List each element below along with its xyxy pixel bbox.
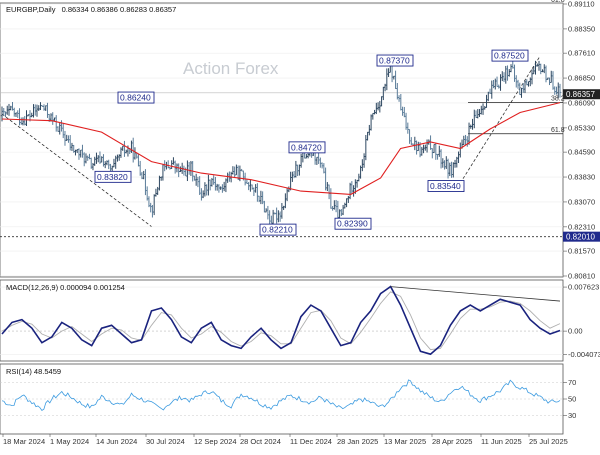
price-y-tick-label: 0.86850 — [568, 74, 595, 83]
macd-grid — [0, 286, 563, 355]
price-annotation-label: 0.86240 — [120, 93, 151, 103]
price-annotation-label: 0.82210 — [262, 225, 293, 235]
macd-lines — [1, 285, 561, 356]
rsi-grid — [0, 382, 563, 416]
symbol-label: EURGBP,Daily — [6, 5, 56, 14]
macd-y-tick-label: -0.004073 — [568, 350, 600, 359]
x-tick-label: 30 Jul 2024 — [146, 437, 185, 446]
price-y-tick-label: 0.87610 — [568, 49, 595, 58]
price-annotation-box — [491, 49, 529, 62]
price-annotation-label: 0.87370 — [379, 56, 410, 66]
rsi-y-tick-label: 50 — [568, 395, 576, 404]
fib-labels: 61.8 38.2 61.8 — [551, 0, 565, 134]
macd-y-tick-label: 0.007623 — [568, 283, 599, 292]
price-y-tick-label: 0.88350 — [568, 24, 595, 33]
rsi-y-axis: 70 50 30 — [563, 378, 576, 420]
price-annotation-box — [94, 170, 132, 183]
rsi-y-tick-label: 70 — [568, 378, 576, 387]
price-y-tick-label: 0.83070 — [568, 197, 595, 206]
current-price-label: 0.86357 — [566, 90, 595, 99]
x-tick-label: 14 Jun 2024 — [96, 437, 137, 446]
price-annotation-label: 0.84720 — [291, 142, 322, 152]
price-y-tick-label: 0.80810 — [568, 272, 595, 281]
price-annotation-label: 0.83540 — [430, 181, 461, 191]
macd-y-tick-label: 0.00 — [568, 327, 583, 336]
trend-lines — [1, 55, 541, 227]
annotations: 0.86240 0.83820 0.82210 0.84720 0.82390 0.873… — [94, 49, 529, 236]
macd-main-line — [1, 285, 561, 356]
x-tick-label: 25 Jul 2025 — [529, 437, 568, 446]
x-tick-label: 1 May 2024 — [50, 437, 89, 446]
support-level-label: 0.82010 — [566, 233, 595, 242]
price-annotation-label: 0.82390 — [337, 219, 368, 229]
rsi-title: RSI(14) 48.5459 — [6, 367, 61, 376]
x-tick-label: 28 Apr 2025 — [432, 437, 472, 446]
chart-title: EURGBP,Daily 0.86334 0.86386 0.86283 0.8… — [6, 5, 176, 14]
price-bars — [0, 58, 562, 226]
price-annotation-box — [334, 217, 372, 230]
x-tick-label: 18 Mar 2024 — [3, 437, 45, 446]
price-y-tick-label: 0.89110 — [568, 0, 595, 9]
fib-level-label: 61.8 — [551, 127, 565, 134]
price-y-tick-label: 0.85330 — [568, 123, 595, 132]
price-panel-frame — [0, 2, 564, 278]
fib-level-label: 38.2 — [551, 96, 565, 103]
x-tick-label: 12 Sep 2024 — [194, 437, 237, 446]
price-y-tick-label: 0.81570 — [568, 247, 595, 256]
x-tick-label: 28 Jan 2025 — [337, 437, 378, 446]
x-tick-label: 13 Mar 2025 — [384, 437, 426, 446]
price-y-tick-label: 0.86090 — [568, 98, 595, 107]
moving-average-line — [1, 102, 561, 195]
price-annotation-box — [376, 54, 414, 67]
macd-title: MACD(12,26,9) 0.000094 0.001254 — [6, 283, 125, 292]
x-tick-label: 11 Dec 2024 — [290, 437, 332, 446]
support-level-tag — [563, 231, 600, 242]
price-annotation-label: 0.87520 — [494, 51, 525, 61]
macd-y-axis: 0.007623 0.00 -0.004073 — [563, 283, 600, 359]
price-y-axis: 0.89110 0.88350 0.87610 0.86850 0.86090 0.853… — [563, 0, 600, 281]
rsi-y-tick-label: 30 — [568, 411, 576, 420]
price-y-tick-label: 0.84590 — [568, 148, 595, 157]
price-annotation-box — [288, 141, 326, 154]
price-annotation-box — [259, 223, 297, 236]
fib-level-label: 61.8 — [551, 0, 565, 4]
price-annotation-box — [117, 91, 155, 104]
price-annotation-label: 0.83820 — [97, 172, 128, 182]
price-y-tick-label: 0.83830 — [568, 173, 595, 182]
x-axis: 18 Mar 2024 1 May 2024 14 Jun 2024 30 Jul 2… — [2, 434, 568, 446]
watermark: Action Forex — [183, 59, 279, 78]
rsi-lines — [1, 379, 561, 412]
macd-trendline — [390, 286, 561, 302]
ohlc-readout: 0.86334 0.86386 0.86283 0.86357 — [62, 5, 177, 14]
x-tick-label: 28 Oct 2024 — [240, 437, 281, 446]
current-price-tag — [563, 89, 600, 100]
rsi-line — [1, 379, 561, 412]
price-y-tick-label: 0.82310 — [568, 222, 595, 231]
x-tick-label: 11 Jun 2025 — [481, 437, 522, 446]
moving-average — [1, 102, 561, 195]
price-annotation-box — [427, 180, 465, 192]
downtrend-line — [1, 113, 152, 227]
